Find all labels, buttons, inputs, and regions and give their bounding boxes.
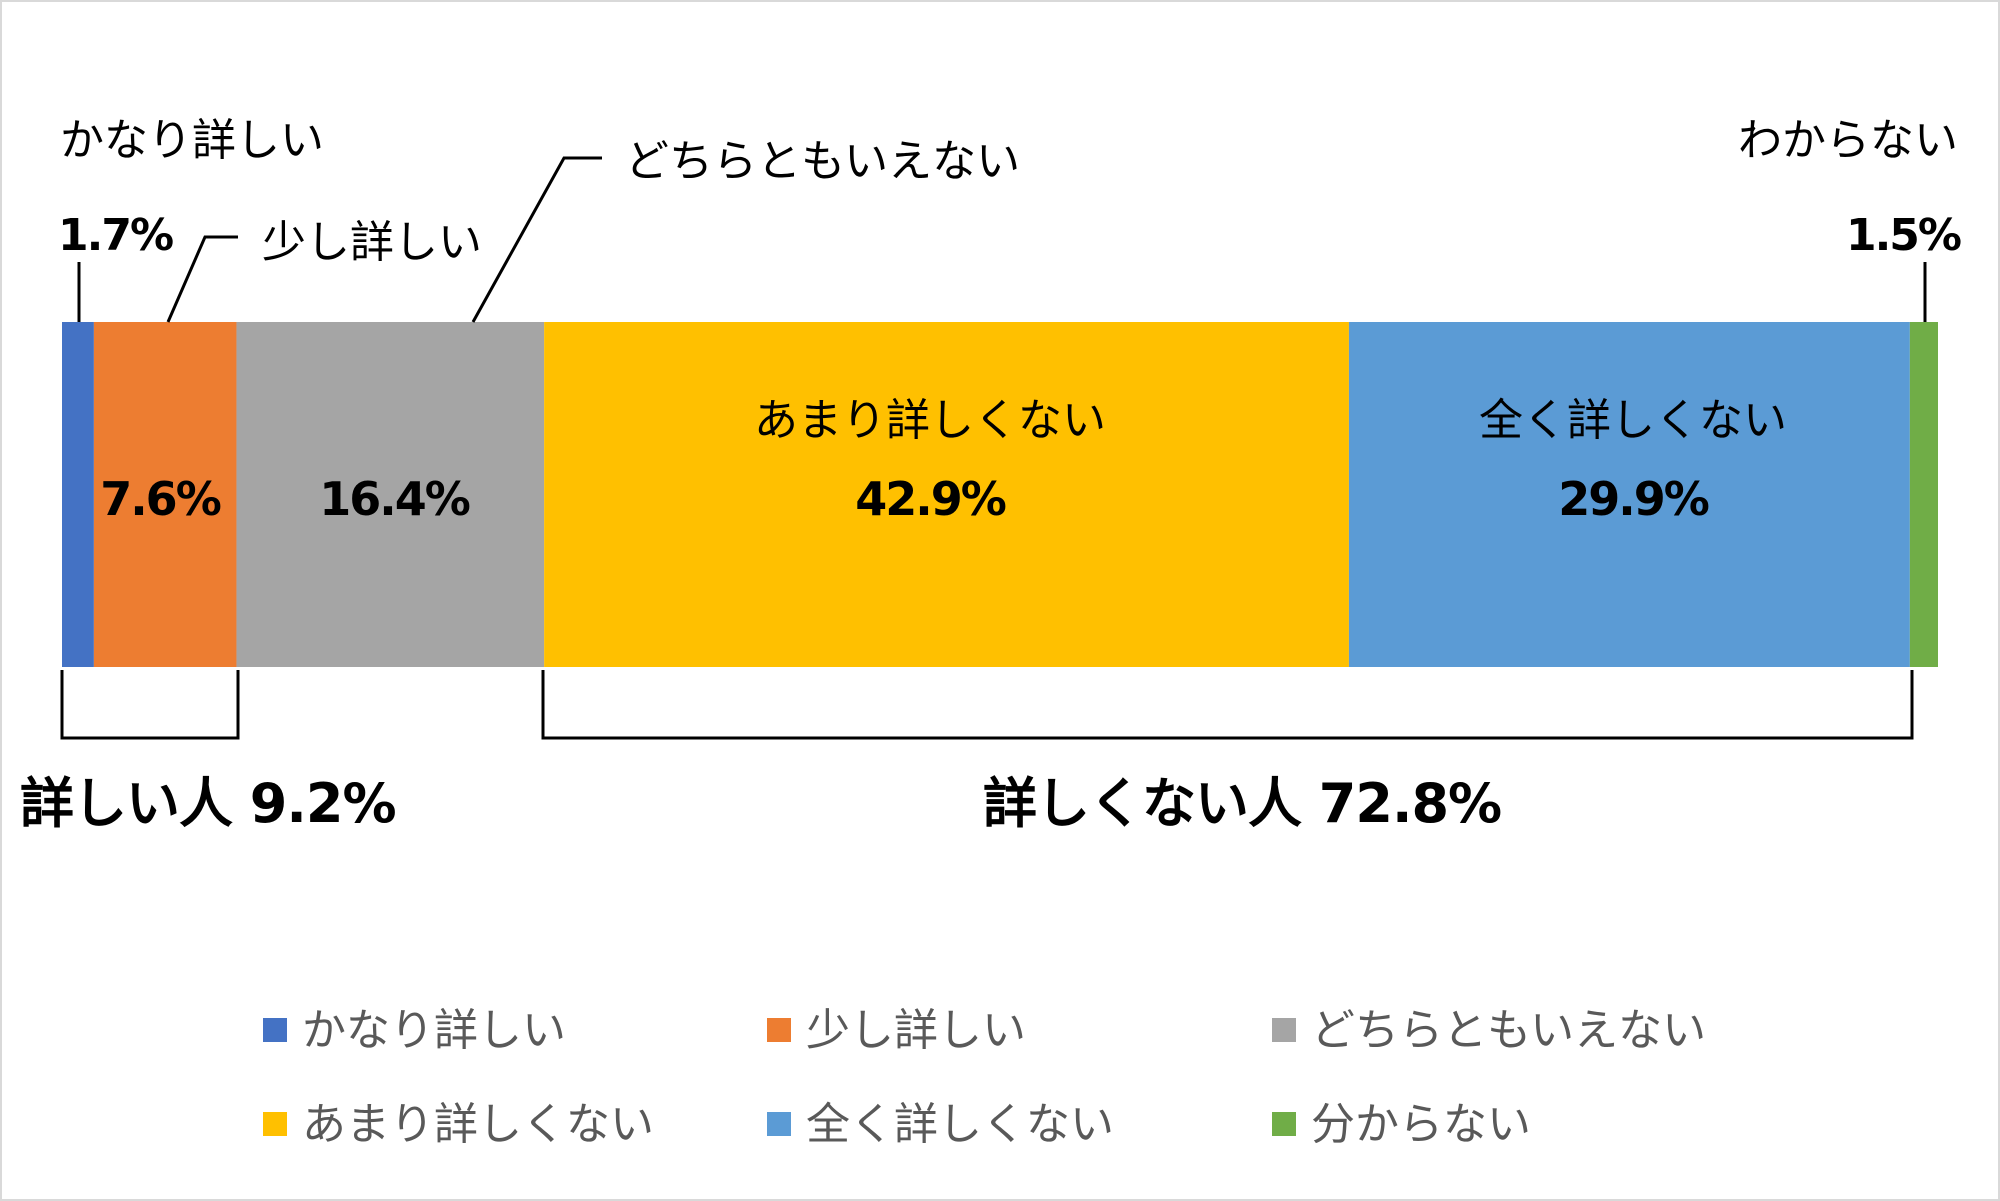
annotation-mattaku: 全く詳しくない	[1479, 395, 1787, 446]
bracket-label-kuwashii: 詳しい人 9.2%	[20, 772, 396, 835]
legend-swatch-kanari	[263, 1018, 287, 1042]
leader-dochira	[471, 156, 602, 323]
leader-sukoshi	[166, 235, 238, 323]
legend: かなり詳しい 少し詳しい どちらともいえない あまり詳しくない 全く詳しくない …	[263, 1005, 1706, 1150]
legend-label-sukoshi: 少し詳しい	[806, 1005, 1026, 1056]
bar-segment-amari	[544, 322, 1349, 667]
bar-group	[62, 322, 1938, 667]
legend-swatch-wakaranai	[1272, 1112, 1296, 1136]
bracket-kuwashikunai	[541, 670, 1914, 740]
legend-swatch-sukoshi	[767, 1018, 791, 1042]
bar-segment-mattaku	[1348, 322, 1910, 667]
legend-label-dochira: どちらともいえない	[1311, 1005, 1706, 1056]
bar-segment-dochira	[236, 322, 545, 667]
legend-label-kanari: かなり詳しい	[302, 1005, 566, 1056]
annotation-kanari: かなり詳しい	[60, 115, 324, 166]
legend-label-mattaku: 全く詳しくない	[806, 1099, 1114, 1150]
bar-segment-kanari	[62, 322, 94, 667]
annotation-sukoshi: 少し詳しい	[262, 217, 482, 268]
leader-lines	[77, 156, 1927, 323]
legend-label-amari: あまり詳しくない	[302, 1099, 654, 1150]
value-label-sukoshi: 7.6%	[100, 472, 220, 526]
brackets	[60, 670, 1914, 740]
annotation-dochira: どちらともいえない	[625, 136, 1020, 187]
legend-swatch-amari	[263, 1112, 287, 1136]
annotation-amari: あまり詳しくない	[754, 395, 1106, 446]
bracket-kuwashii	[60, 670, 240, 740]
value-label-dochira: 16.4%	[319, 472, 469, 526]
bar-segment-sukoshi	[93, 322, 237, 667]
legend-swatch-dochira	[1272, 1018, 1296, 1042]
legend-label-wakaranai: 分からない	[1311, 1099, 1531, 1150]
value-label-amari: 42.9%	[855, 472, 1005, 526]
value-label-wakaranai: 1.5%	[1846, 210, 1961, 261]
annotation-wakaranai: わからない	[1738, 115, 1958, 166]
value-label-kanari: 1.7%	[58, 210, 173, 261]
bracket-label-kuwashikunai: 詳しくない人 72.8%	[983, 772, 1501, 835]
legend-swatch-mattaku	[767, 1112, 791, 1136]
value-label-mattaku: 29.9%	[1558, 472, 1708, 526]
bar-segment-wakaranai	[1909, 322, 1938, 667]
